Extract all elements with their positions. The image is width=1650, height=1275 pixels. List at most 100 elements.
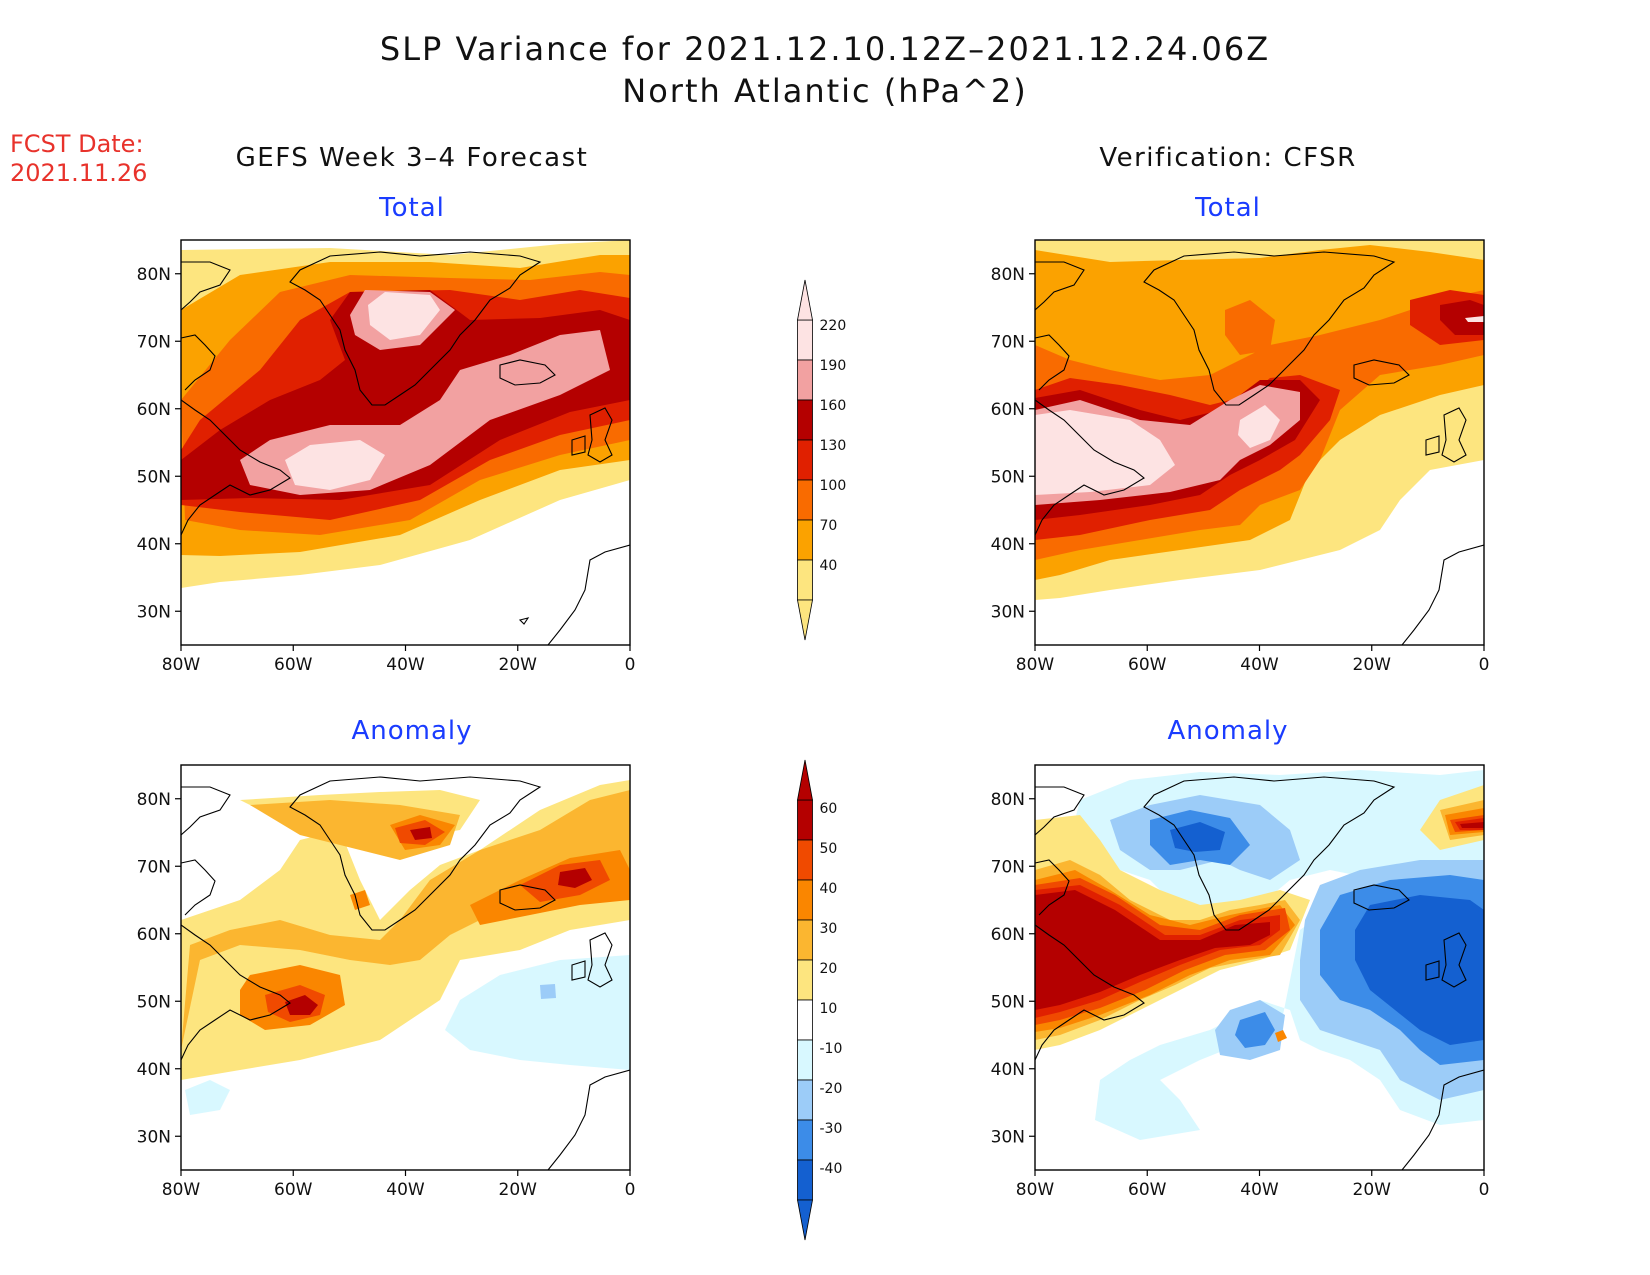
anomaly-neg-20-contour [540, 984, 556, 999]
lat-tick-label: 70N [991, 857, 1025, 877]
lon-tick-label: 80W [162, 655, 201, 675]
fcst-date-label: FCST Date: [10, 130, 144, 158]
lat-tick-label: 70N [137, 857, 171, 877]
lat-tick-label: 70N [137, 332, 171, 352]
forecast-total-title: Total [379, 193, 445, 223]
lat-tick-label: 50N [137, 467, 171, 487]
lon-tick-label: 40W [1240, 655, 1279, 675]
colorbar-swatch [797, 1039, 813, 1081]
colorbar-top-arrow [797, 759, 813, 801]
coastlines [181, 776, 630, 1170]
forecast-anomaly-map [181, 765, 630, 1170]
lat-tick-label: 30N [991, 602, 1025, 622]
lon-tick-label: 0 [1479, 1180, 1490, 1200]
colorbar-swatch [797, 519, 813, 561]
lat-tick-label: 30N [137, 602, 171, 622]
lat-tick-label: 80N [137, 790, 171, 810]
colorbar-swatch [797, 319, 813, 361]
total-220-contour [1035, 405, 1280, 495]
total-colorbar-label: 160 [820, 398, 847, 414]
fcst-date-value: 2021.11.26 [10, 159, 148, 187]
total-colorbar-label: 100 [820, 478, 847, 494]
lon-tick-label: 80W [1016, 1180, 1055, 1200]
anomaly-colorbar-label: -10 [820, 1041, 843, 1057]
lon-tick-label: 60W [274, 655, 313, 675]
lat-tick-label: 50N [137, 992, 171, 1012]
lon-tick-label: 80W [162, 1180, 201, 1200]
total-colorbar: 40 70 100 130 160 190 220 [797, 279, 847, 641]
total-220-contour [285, 292, 440, 490]
colorbar-swatch [797, 1159, 813, 1201]
lat-tick-label: 40N [991, 535, 1025, 555]
anomaly-20-contour [181, 790, 630, 1050]
anomaly-colorbar-label: 50 [820, 841, 838, 857]
anomaly-colorbar-label: 10 [820, 1001, 838, 1017]
lat-tick-label: 40N [991, 1060, 1025, 1080]
colorbar-swatch [797, 799, 813, 841]
total-colorbar-label: 40 [820, 558, 838, 574]
anomaly-colorbar-label: 20 [820, 961, 838, 977]
lat-tick-label: 60N [991, 925, 1025, 945]
anomaly-colorbar-label: -20 [820, 1081, 843, 1097]
lon-tick-label: 20W [1353, 655, 1392, 675]
anomaly-colorbar-label: -30 [820, 1121, 843, 1137]
anomaly-colorbar-label: 30 [820, 921, 838, 937]
lat-tick-label: 50N [991, 467, 1025, 487]
right-column-title: Verification: CFSR [1099, 143, 1357, 173]
colorbar-swatch [797, 919, 813, 961]
lon-tick-label: 40W [386, 1180, 425, 1200]
left-column-title: GEFS Week 3–4 Forecast [235, 143, 589, 173]
verification-total-title: Total [1195, 193, 1261, 223]
total-colorbar-label: 220 [820, 318, 847, 334]
lat-tick-label: 40N [137, 1060, 171, 1080]
total-colorbar-label: 190 [820, 358, 847, 374]
lat-tick-label: 30N [137, 1127, 171, 1147]
verification-anomaly-map [1035, 765, 1484, 1170]
lon-tick-label: 40W [386, 655, 425, 675]
lat-tick-label: 60N [137, 400, 171, 420]
lat-tick-label: 30N [991, 1127, 1025, 1147]
colorbar-swatch [797, 399, 813, 441]
lat-tick-label: 70N [991, 332, 1025, 352]
forecast-total-map [181, 240, 630, 645]
anomaly-30-contour [240, 815, 630, 1030]
colorbar-swatch [797, 1119, 813, 1161]
colorbar-swatch [797, 999, 813, 1041]
colorbar-bottom-arrow [797, 599, 813, 641]
total-colorbar-label: 130 [820, 438, 847, 454]
lat-tick-label: 60N [137, 925, 171, 945]
coastlines [1035, 251, 1484, 645]
forecast-anomaly-title: Anomaly [351, 716, 473, 746]
verification-total-map [1035, 240, 1484, 645]
colorbar-swatch [797, 839, 813, 881]
anomaly-neg-40-contour [1170, 822, 1484, 1045]
lat-tick-label: 80N [991, 265, 1025, 285]
lon-tick-label: 0 [625, 655, 636, 675]
anomaly-colorbar: 60 50 40 30 20 10 -10 -20 -30 -40 [797, 759, 843, 1241]
colorbar-swatch [797, 479, 813, 521]
lat-tick-label: 60N [991, 400, 1025, 420]
colorbar-swatch [797, 559, 813, 601]
anomaly-neg-10-contour [185, 955, 630, 1115]
anomaly-colorbar-label: 40 [820, 881, 838, 897]
anomaly-colorbar-label: 60 [820, 801, 838, 817]
total-colorbar-label: 70 [820, 518, 838, 534]
anomaly-colorbar-label: -40 [820, 1161, 843, 1177]
lat-tick-label: 80N [991, 790, 1025, 810]
colorbar-top-arrow [797, 279, 813, 321]
lon-tick-label: 20W [499, 1180, 538, 1200]
colorbar-swatch [797, 1079, 813, 1121]
map-axes: 80N 70N 60N 50N 40N 30N 80W 60W 40W 20W 0 80N 70N 60N… [137, 265, 1490, 1200]
verification-anomaly-title: Anomaly [1167, 716, 1289, 746]
lat-tick-label: 40N [137, 535, 171, 555]
lon-tick-label: 60W [1128, 655, 1167, 675]
colorbar-bottom-arrow [797, 1199, 813, 1241]
lon-tick-label: 20W [499, 655, 538, 675]
lon-tick-label: 60W [1128, 1180, 1167, 1200]
lon-tick-label: 60W [274, 1180, 313, 1200]
colorbar-swatch [797, 879, 813, 921]
colorbar-swatch [797, 359, 813, 401]
lon-tick-label: 80W [1016, 655, 1055, 675]
anomaly-neg-20-contour [1110, 795, 1484, 1100]
